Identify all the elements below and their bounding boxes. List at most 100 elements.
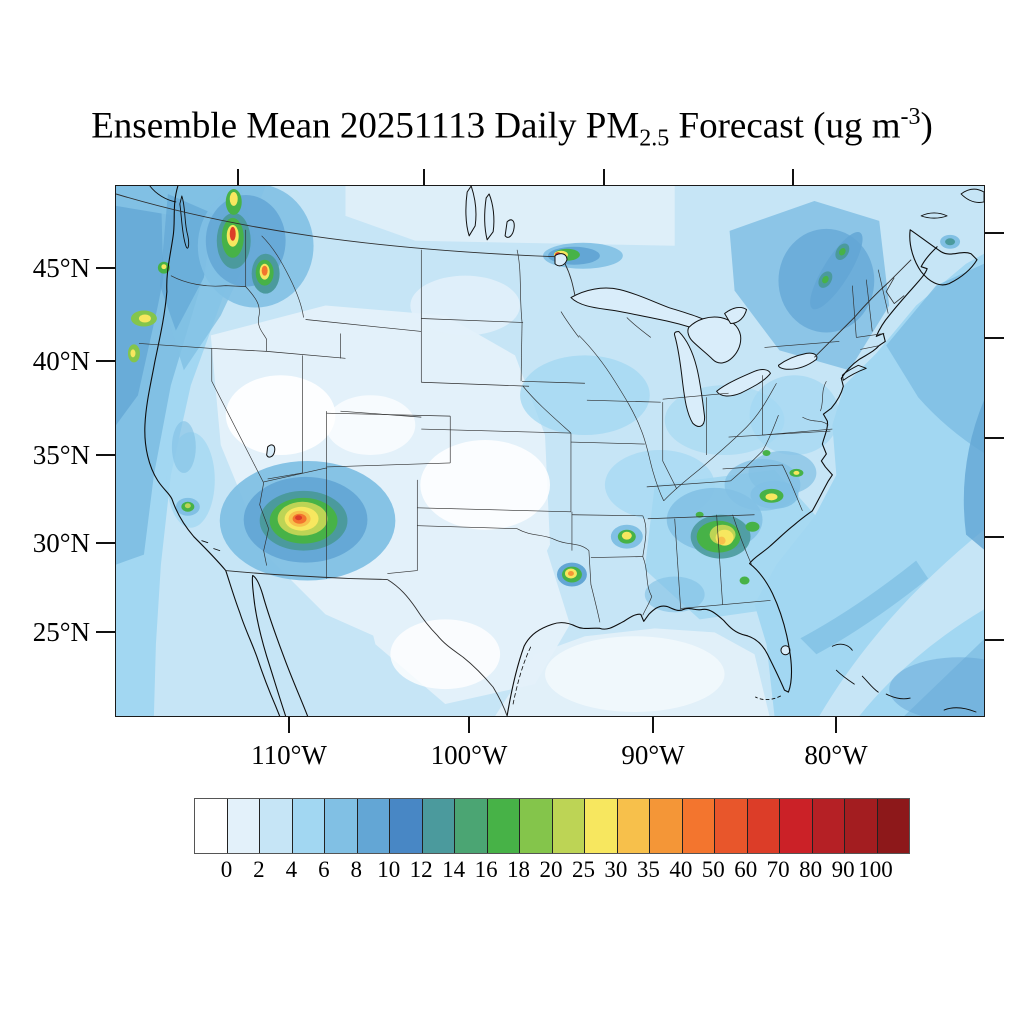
y-axis-label-25n: 25°N [32,617,90,647]
co-north-border [326,412,451,417]
y-axis-label-35n: 35°N [32,440,90,470]
colorbar-segment [292,799,325,853]
right-tick-mark-2 [985,337,1004,339]
lake-huron [687,316,742,364]
colorbar-level-label: 35 [636,857,660,882]
ia-mo-border [570,441,645,445]
ky-tn-border [646,480,731,488]
mn-ia-border [522,380,585,384]
il-in-border [662,402,677,490]
colorbar-segment [357,799,390,853]
right-tick-mark-4 [985,536,1004,538]
colorbar-level-label: 40 [669,857,693,882]
cuba-coast [943,707,977,713]
colorbar [194,798,910,854]
red-river-border [516,528,590,551]
rio-grande [387,579,508,716]
colorbar-level-label: 90 [831,857,855,882]
colorbar-segment [487,799,520,853]
lakes [266,186,818,656]
small-lake [504,219,515,238]
right-tick-mark-3 [985,437,1004,439]
colorbar-level-label: 4 [285,857,298,882]
colorbar-level-label: 25 [571,857,595,882]
ga-sc-border [732,514,752,565]
title-text-1: Ensemble Mean 20251113 Daily PM [91,105,640,147]
chart-title: Ensemble Mean 20251113 Daily PM2.5 Forec… [62,104,962,160]
ne-ia-missouri-river [522,386,572,434]
colorbar-segment [650,799,683,853]
mn-wi-border [560,311,580,338]
state-borders [116,193,912,716]
colorbar-segment [422,799,455,853]
colorbar-level-label: 30 [604,857,628,882]
pa-ny-border [764,341,840,348]
bahamas-island-4 [885,693,911,700]
ar-la-border [590,556,643,558]
al-ga-border [716,514,723,605]
ohio-river [663,383,777,502]
x-axis-label-80w: 80°W [804,740,868,770]
ms-river-lower [642,556,653,616]
ky-va-border [730,450,763,482]
colorbar-segment [877,799,909,853]
colorbar-segment [585,799,618,853]
colorbar-segment [682,799,715,853]
st-lawrence-border [814,259,912,358]
x-tick-mark-100w [468,717,470,733]
colorbar-level-label: 12 [409,857,433,882]
fl-north-border [680,600,771,609]
us-canada-border [116,193,556,258]
colorbar-level-label: 100 [858,857,893,882]
top-tick-mark-3 [603,169,605,185]
bahamas-island-3 [861,675,879,693]
colorbar-level-label: 2 [253,857,265,882]
y-tick-mark-30n [96,542,115,544]
id-south-border [266,351,346,359]
colorbar-segment [747,799,780,853]
us-mexico-border [225,570,388,580]
lake-of-the-woods [554,253,568,267]
puget-sound [179,195,190,249]
colorbar-level-label: 10 [377,857,401,882]
gulf-and-atlantic-coast [506,246,938,716]
map-frame [115,185,985,717]
prince-edward-island [920,212,948,219]
vt-nh-border [865,279,873,332]
long-island [841,364,867,381]
lake-manitoba [484,193,495,241]
mississippi-river-mid [642,515,647,557]
channel-islands [201,540,221,552]
colorbar-segment [845,799,878,853]
mt-wy-border [305,319,422,332]
or-id-border [245,286,267,352]
top-tick-mark-2 [423,169,425,185]
top-tick-mark-4 [792,169,794,185]
colorbar-segment [227,799,260,853]
sd-mn-border [520,322,523,382]
ny-vt-border [851,285,857,338]
x-tick-mark-80w [835,717,837,733]
georgian-bay [724,306,748,324]
colorbar-segment [325,799,358,853]
ks-ok-border [417,507,571,513]
florida-keys [755,695,781,701]
colorbar-segment [552,799,585,853]
colorbar-segment [617,799,650,853]
lake-erie [716,369,771,397]
colorbar-level-label: 16 [474,857,498,882]
top-tick-mark-1 [237,169,239,185]
lake-michigan [673,330,706,427]
great-salt-lake [266,444,276,458]
ca-nv-az-border [211,348,269,566]
bahamas-island-2 [835,669,855,685]
lake-winnipeg [465,186,477,237]
colorbar-segment [260,799,293,853]
colorbar-level-label: 60 [734,857,758,882]
colorbar-level-label: 70 [766,857,790,882]
title-subscript: 2.5 [639,125,670,152]
pacific-coast [144,186,281,716]
colorbar-labels: 0 2 4 6 8 10 12 14 16 18 20 25 30 35 40 50 60 70 80 90 100 [194,856,908,884]
right-tick-mark-5 [985,639,1004,641]
